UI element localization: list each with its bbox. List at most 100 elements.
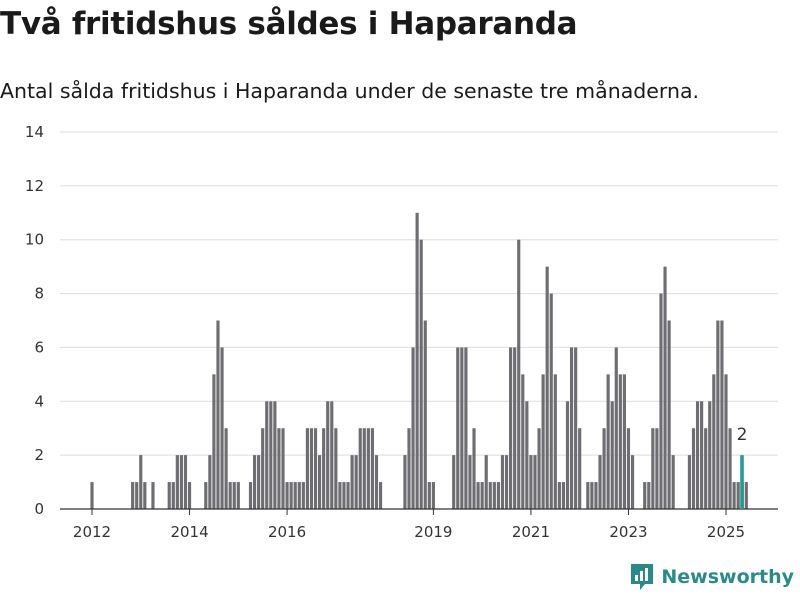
bar: [626, 428, 631, 509]
bar: [131, 482, 135, 509]
bar: [354, 455, 358, 509]
bar: [183, 455, 188, 509]
bar: [659, 293, 663, 509]
bar: [305, 428, 309, 509]
bar: [691, 428, 696, 509]
bar: [431, 482, 435, 509]
bar: [452, 455, 456, 509]
bar: [257, 455, 261, 509]
bar: [651, 428, 655, 509]
highlight-bar: [740, 455, 744, 509]
bar: [403, 455, 407, 509]
bar: [208, 455, 212, 509]
bar: [318, 455, 322, 509]
bar: [476, 482, 480, 509]
bar: [143, 482, 147, 509]
bar: [728, 428, 732, 509]
bar: [622, 374, 626, 509]
bar: [374, 455, 379, 509]
x-tick-label: 2025: [707, 523, 745, 541]
bar: [468, 455, 472, 509]
bar: [574, 347, 578, 509]
bar: [358, 428, 362, 509]
x-tick-label: 2012: [73, 523, 111, 541]
bar: [248, 482, 253, 509]
y-tick-label: 10: [25, 231, 44, 249]
bar: [525, 401, 529, 509]
bar: [549, 293, 553, 509]
bar: [545, 266, 549, 509]
y-tick-label: 6: [34, 338, 44, 356]
bar: [261, 428, 265, 509]
bar: [334, 428, 338, 509]
bar: [472, 428, 476, 509]
bar: [590, 482, 594, 509]
bar: [309, 428, 314, 509]
bar: [460, 347, 464, 509]
bar: [569, 347, 574, 509]
bar: [492, 482, 496, 509]
bar: [598, 455, 602, 509]
bar: [289, 482, 293, 509]
y-tick-label: 8: [34, 285, 44, 303]
bar: [708, 401, 712, 509]
bar: [509, 347, 513, 509]
x-tick-label: 2014: [170, 523, 208, 541]
bar: [326, 401, 330, 509]
y-tick-label: 2: [34, 446, 44, 464]
bar: [618, 374, 622, 509]
bar: [273, 401, 277, 509]
bar: [610, 401, 614, 509]
bar: [541, 374, 545, 509]
bar: [700, 401, 704, 509]
bar: [285, 482, 289, 509]
bar: [269, 401, 273, 509]
bar: [187, 482, 192, 509]
bar: [488, 482, 492, 509]
bar: [370, 428, 375, 509]
bar: [586, 482, 590, 509]
gridlines: [60, 131, 778, 456]
bar: [671, 455, 675, 509]
bar: [732, 482, 736, 509]
bar: [712, 374, 716, 509]
bar: [232, 482, 236, 509]
bar: [643, 482, 647, 509]
bar: [504, 455, 509, 509]
x-tick-label: 2016: [268, 523, 306, 541]
bar: [362, 428, 366, 509]
x-axis: 2012 2014 2016 2019 2021 2023 2025: [60, 508, 778, 541]
bar: [521, 374, 525, 509]
bar: [346, 482, 350, 509]
bar: [228, 482, 232, 509]
bar: [415, 212, 419, 510]
chart-subtitle: Antal sålda fritidshus i Haparanda under…: [0, 79, 700, 103]
bar: [647, 482, 651, 509]
bar: [419, 239, 423, 509]
bar: [655, 428, 659, 509]
bar: [350, 455, 354, 509]
brand: Newsworthy: [629, 562, 794, 592]
bar: [578, 428, 582, 509]
bar: [423, 320, 427, 509]
bar: [736, 482, 740, 509]
bar: [557, 482, 561, 509]
x-tick-label: 2023: [609, 523, 647, 541]
bar: [313, 428, 318, 509]
bar: [322, 428, 326, 509]
bar: [456, 347, 460, 509]
y-axis-labels: 0 2 4 6 8 10 12 14: [25, 123, 44, 518]
bar: [553, 374, 557, 509]
bar: [704, 428, 708, 509]
bar: [293, 482, 297, 509]
y-tick-label: 4: [34, 392, 44, 410]
bar: [378, 482, 383, 509]
bar: [427, 482, 431, 509]
y-tick-label: 0: [34, 500, 44, 518]
brand-name: Newsworthy: [661, 566, 794, 588]
bar: [565, 401, 570, 509]
bar: [533, 455, 537, 509]
bar: [614, 347, 618, 509]
highlight-bar-group: 2: [737, 425, 747, 509]
